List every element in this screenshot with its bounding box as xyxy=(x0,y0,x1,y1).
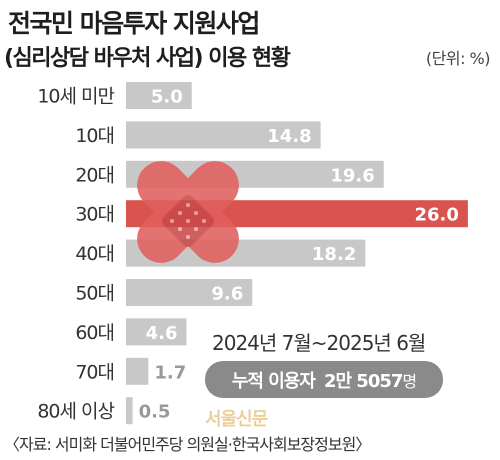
bandage-dot xyxy=(170,219,174,223)
cumulative-value-wrap: 2만 5057명 xyxy=(323,367,417,393)
bandage-dot xyxy=(186,203,190,207)
watermark: 서울신문 xyxy=(205,409,268,430)
value-label: 1.7 xyxy=(154,362,186,383)
cumulative-value: 2만 5057 xyxy=(323,370,403,392)
unit-label: (단위: %) xyxy=(425,49,491,68)
category-label: 50대 xyxy=(75,283,114,305)
bar xyxy=(126,397,133,425)
bar xyxy=(126,357,149,385)
bandage-dot xyxy=(186,219,190,223)
cumulative-users-badge: 누적 이용자 2만 5057명 xyxy=(205,361,443,398)
category-label: 40대 xyxy=(75,243,114,265)
value-label: 26.0 xyxy=(414,205,458,226)
category-label: 10대 xyxy=(75,125,114,147)
cumulative-unit: 명 xyxy=(402,371,417,391)
value-label: 14.8 xyxy=(267,126,311,147)
value-label: 19.6 xyxy=(330,165,374,186)
category-label: 80세 이상 xyxy=(37,401,114,423)
bar xyxy=(126,279,253,306)
chart-title: 전국민 마음투자 지원사업 xyxy=(8,9,260,38)
category-label: 70대 xyxy=(75,361,114,383)
bar xyxy=(126,121,321,149)
category-label: 10세 미만 xyxy=(37,86,114,108)
bandage-heart-icon xyxy=(137,161,239,263)
period-label: 2024년 7월~2025년 6월 xyxy=(212,331,426,355)
value-label: 9.6 xyxy=(211,284,243,305)
bandage-dot xyxy=(194,227,198,231)
bandage-dot xyxy=(178,227,182,231)
value-label: 0.5 xyxy=(139,402,171,423)
bandage-dot xyxy=(186,235,190,239)
category-label: 60대 xyxy=(75,322,114,344)
bar xyxy=(126,82,192,109)
bar xyxy=(126,318,187,346)
bandage-dot xyxy=(202,219,206,223)
category-label: 30대 xyxy=(75,204,114,226)
chart-subtitle: (심리상담 바우처 사업) 이용 현황 xyxy=(4,46,291,71)
source-note: 〈자료: 서미화 더불어민주당 의원실·한국사회보장정보원〉 xyxy=(4,435,371,454)
cumulative-label: 누적 이용자 xyxy=(231,370,316,392)
value-label: 4.6 xyxy=(146,323,178,344)
category-label: 20대 xyxy=(75,164,114,186)
value-label: 18.2 xyxy=(312,244,356,265)
bandage-dot xyxy=(194,211,198,215)
bandage-dot xyxy=(178,211,182,215)
value-label: 5.0 xyxy=(151,87,183,108)
